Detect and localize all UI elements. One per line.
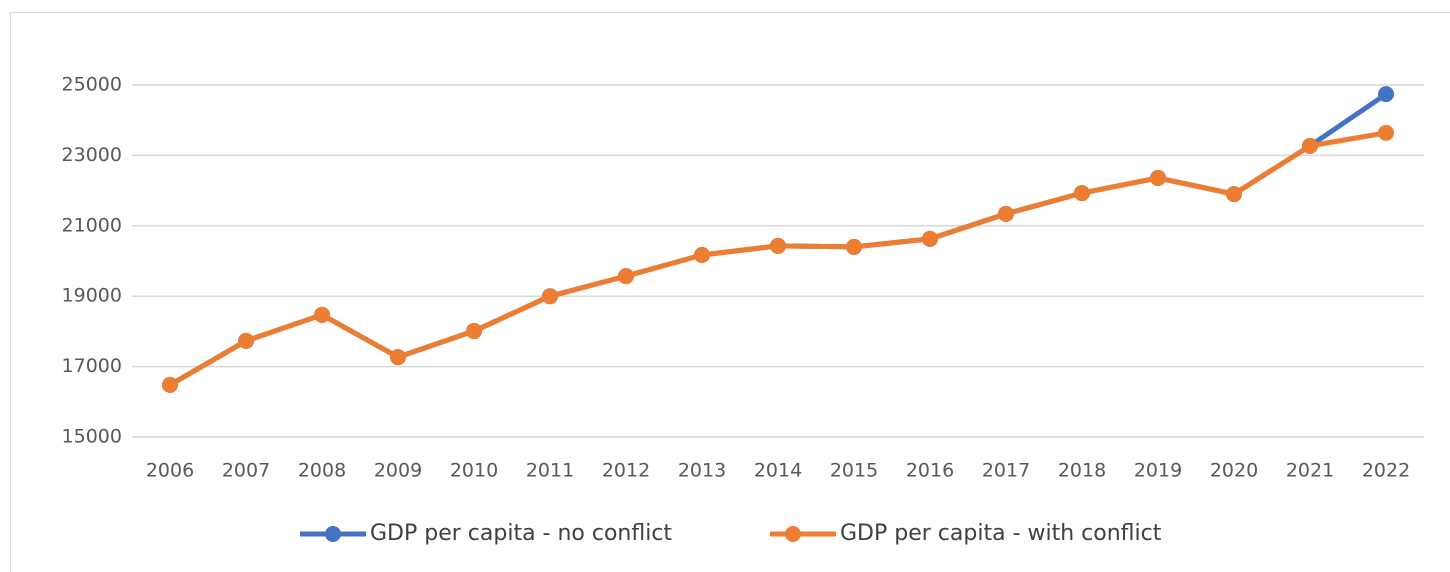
legend: GDP per capita - no conflict GDP per capi… — [300, 521, 1162, 546]
legend-marker — [785, 526, 801, 542]
y-tick-label: 23000 — [62, 144, 122, 166]
y-tick-label: 21000 — [62, 214, 122, 236]
x-tick-label: 2009 — [374, 460, 422, 482]
series-marker — [390, 349, 406, 366]
x-tick-label: 2007 — [222, 460, 270, 482]
legend-label: GDP per capita - with conflict — [840, 521, 1162, 546]
x-tick-label: 2008 — [298, 460, 346, 482]
y-tick-label: 17000 — [62, 355, 122, 377]
x-tick-label: 2015 — [830, 460, 878, 482]
series-marker — [542, 288, 558, 305]
x-tick-label: 2021 — [1286, 460, 1334, 482]
x-tick-label: 2006 — [146, 460, 194, 482]
series-marker — [694, 247, 710, 264]
x-tick-label: 2016 — [906, 460, 954, 482]
series-marker — [466, 323, 482, 340]
x-tick-label: 2017 — [982, 460, 1030, 482]
y-tick-label: 15000 — [62, 426, 122, 448]
x-tick-label: 2020 — [1210, 460, 1258, 482]
x-tick-label: 2012 — [602, 460, 650, 482]
legend-label: GDP per capita - no conflict — [370, 521, 672, 546]
series-marker — [998, 205, 1014, 222]
x-tick-label: 2010 — [450, 460, 498, 482]
x-tick-label: 2013 — [678, 460, 726, 482]
y-tick-label: 25000 — [62, 74, 122, 96]
chart-border — [10, 12, 1450, 572]
series-marker — [922, 230, 938, 247]
series-marker — [1378, 124, 1394, 141]
x-tick-label: 2011 — [526, 460, 574, 482]
series-marker — [1150, 169, 1166, 186]
series-marker — [238, 332, 254, 349]
y-tick-label: 19000 — [62, 285, 122, 307]
series-marker — [314, 306, 330, 323]
series-marker — [1226, 186, 1242, 203]
legend-marker — [325, 526, 341, 542]
series-marker — [1302, 137, 1318, 154]
series-marker — [162, 376, 178, 393]
x-tick-label: 2019 — [1134, 460, 1182, 482]
series-marker — [770, 237, 786, 254]
series-marker — [618, 268, 634, 285]
x-tick-label: 2014 — [754, 460, 802, 482]
series-marker — [1074, 185, 1090, 202]
x-tick-label: 2022 — [1362, 460, 1410, 482]
series-marker — [1378, 86, 1394, 103]
series-marker — [846, 238, 862, 255]
x-tick-label: 2018 — [1058, 460, 1106, 482]
